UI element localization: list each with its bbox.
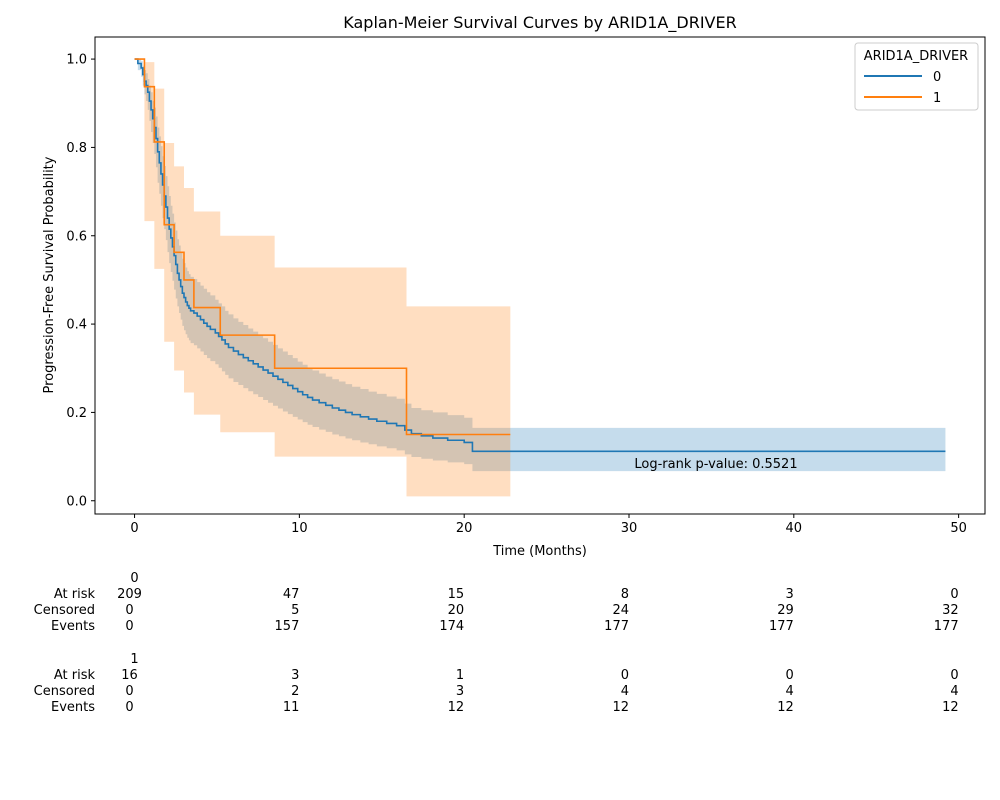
risk-row-label: Events xyxy=(51,619,95,634)
ci-band-0 xyxy=(134,59,946,472)
risk-cell: 8 xyxy=(621,587,629,602)
risk-cell: 0 xyxy=(125,700,133,715)
risk-cell: 2 xyxy=(291,684,299,699)
risk-cell: 20 xyxy=(448,603,465,618)
y-tick-label: 0.4 xyxy=(66,318,87,333)
y-tick-label: 0.2 xyxy=(66,406,87,421)
risk-group-label: 0 xyxy=(130,571,138,586)
risk-cell: 0 xyxy=(125,619,133,634)
legend-label-1: 1 xyxy=(933,91,941,106)
risk-row-label: At risk xyxy=(54,668,96,683)
risk-cell: 177 xyxy=(604,619,629,634)
risk-cell: 174 xyxy=(439,619,464,634)
risk-cell: 3 xyxy=(786,587,794,602)
y-tick-label: 0.0 xyxy=(66,494,87,509)
risk-cell: 16 xyxy=(121,668,138,683)
x-tick-label: 10 xyxy=(291,521,308,536)
risk-cell: 0 xyxy=(621,668,629,683)
risk-cell: 209 xyxy=(117,587,142,602)
survival-line-1 xyxy=(134,58,511,436)
risk-cell: 157 xyxy=(275,619,300,634)
risk-cell: 4 xyxy=(950,684,958,699)
risk-group-label: 1 xyxy=(130,652,138,667)
x-tick-label: 40 xyxy=(786,521,803,536)
risk-row-label: Censored xyxy=(34,684,95,699)
risk-cell: 12 xyxy=(448,700,465,715)
risk-cell: 177 xyxy=(769,619,794,634)
x-tick-label: 0 xyxy=(130,521,138,536)
risk-cell: 12 xyxy=(612,700,629,715)
x-axis-label: Time (Months) xyxy=(492,544,587,559)
log-rank-annotation: Log-rank p-value: 0.5521 xyxy=(634,457,797,472)
risk-cell: 3 xyxy=(456,684,464,699)
x-tick-label: 50 xyxy=(950,521,967,536)
risk-cell: 1 xyxy=(456,668,464,683)
risk-cell: 3 xyxy=(291,668,299,683)
risk-cell: 12 xyxy=(942,700,959,715)
legend: ARID1A_DRIVER 0 1 xyxy=(854,42,979,111)
x-tick-label: 30 xyxy=(621,521,638,536)
risk-cell: 4 xyxy=(786,684,794,699)
survival-line-0 xyxy=(134,58,946,453)
risk-cell: 29 xyxy=(777,603,794,618)
y-tick-label: 0.6 xyxy=(66,229,87,244)
axes: 0 10 20 30 40 500.00.20.40.60.81.0 xyxy=(66,53,967,536)
risk-cell: 12 xyxy=(777,700,794,715)
risk-row-label: At risk xyxy=(54,587,96,602)
risk-cell: 24 xyxy=(612,603,629,618)
risk-cell: 0 xyxy=(786,668,794,683)
risk-row-label: Events xyxy=(51,700,95,715)
legend-title: ARID1A_DRIVER xyxy=(864,49,968,64)
y-axis-label: Progression-Free Survival Probability xyxy=(42,156,57,393)
risk-cell: 0 xyxy=(125,684,133,699)
risk-cell: 15 xyxy=(448,587,465,602)
ci-band-1 xyxy=(134,59,511,497)
axes-frame xyxy=(94,36,986,515)
y-tick-label: 0.8 xyxy=(66,141,87,156)
risk-cell: 47 xyxy=(283,587,300,602)
risk-cell: 5 xyxy=(291,603,299,618)
risk-cell: 4 xyxy=(621,684,629,699)
risk-cell: 0 xyxy=(125,603,133,618)
risk-cell: 177 xyxy=(934,619,959,634)
risk-cell: 0 xyxy=(950,668,958,683)
risk-row-label: Censored xyxy=(34,603,95,618)
x-tick-label: 20 xyxy=(456,521,473,536)
legend-label-0: 0 xyxy=(933,70,941,85)
risk-cell: 32 xyxy=(942,603,959,618)
y-tick-label: 1.0 xyxy=(66,53,87,68)
chart-title: Kaplan-Meier Survival Curves by ARID1A_D… xyxy=(343,13,736,33)
plot-area xyxy=(134,58,946,497)
risk-cell: 11 xyxy=(283,700,300,715)
risk-cell: 0 xyxy=(950,587,958,602)
